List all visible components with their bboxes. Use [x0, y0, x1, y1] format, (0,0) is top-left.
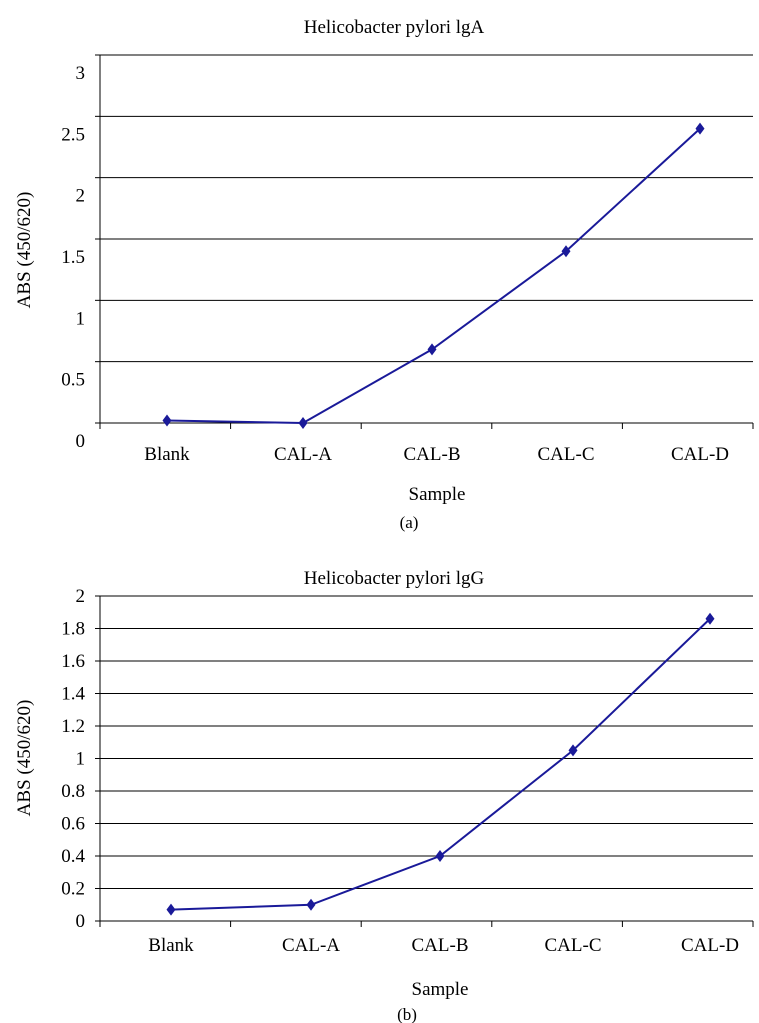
chart-a-x-tick-labels: Blank CAL-A CAL-B CAL-C CAL-D: [144, 444, 729, 465]
x-tick-label: CAL-A: [274, 444, 332, 465]
chart-a: Helicobacter pylori lgA ABS (450/620) 00…: [14, 17, 754, 532]
y-tick-label: 2.5: [61, 124, 85, 145]
chart-b-series: [166, 612, 715, 916]
data-point: [705, 612, 715, 625]
chart-a-series: [162, 122, 705, 429]
y-tick-label: 3: [76, 63, 86, 84]
data-point: [435, 850, 445, 862]
y-tick-label: 0.2: [61, 879, 85, 900]
x-tick-label: CAL-C: [538, 444, 595, 465]
y-tick-label: 1.2: [61, 716, 85, 737]
data-point: [695, 122, 705, 135]
chart-b-axes: [95, 595, 754, 927]
chart-b-gridlines: [100, 595, 753, 889]
chart-a-y-tick-labels: 0 0.5 1 1.5 2 2.5 3: [61, 63, 85, 452]
y-tick-label: 0: [76, 911, 86, 932]
chart-b: Helicobacter pylori lgG ABS (450/620) 00…: [14, 568, 754, 1023]
chart-b-title: Helicobacter pylori lgG: [304, 568, 485, 589]
y-tick-label: 1.5: [61, 247, 85, 268]
x-tick-label: CAL-D: [671, 444, 729, 465]
y-tick-label: 2: [76, 586, 86, 607]
y-tick-label: 1.4: [61, 684, 85, 705]
x-tick-label: CAL-B: [412, 935, 469, 956]
data-point: [298, 417, 308, 429]
data-point: [427, 343, 437, 356]
x-tick-label: CAL-A: [282, 935, 340, 956]
data-point: [166, 903, 176, 916]
y-tick-label: 0: [76, 431, 86, 452]
y-tick-label: 1.6: [61, 651, 85, 672]
data-point: [306, 898, 316, 911]
x-tick-label: CAL-B: [404, 444, 461, 465]
chart-b-caption: (b): [397, 1005, 417, 1023]
y-tick-label: 0.5: [61, 370, 85, 391]
y-tick-label: 1: [76, 308, 86, 329]
y-tick-label: 0.4: [61, 846, 85, 867]
x-tick-label: CAL-D: [681, 935, 739, 956]
x-tick-label: Blank: [148, 935, 194, 956]
chart-a-title: Helicobacter pylori lgA: [304, 17, 485, 38]
data-point: [162, 414, 172, 427]
chart-b-xlabel: Sample: [412, 979, 469, 1000]
y-tick-label: 2: [76, 186, 86, 207]
data-point: [561, 245, 571, 258]
series-line: [166, 127, 701, 425]
chart-a-axes: [95, 54, 754, 429]
chart-b-x-tick-labels: Blank CAL-A CAL-B CAL-C CAL-D: [148, 935, 739, 956]
x-tick-label: Blank: [144, 444, 190, 465]
chart-a-caption: (a): [400, 513, 419, 532]
y-tick-label: 0.6: [61, 814, 85, 835]
chart-b-y-tick-labels: 0 0.2 0.4 0.6 0.8 1 1.2 1.4 1.6 1.8 2: [61, 586, 85, 932]
chart-b-ylabel: ABS (450/620): [14, 700, 35, 817]
data-point: [568, 744, 578, 757]
chart-a-ylabel: ABS (450/620): [14, 192, 35, 309]
chart-a-xlabel: Sample: [409, 484, 466, 505]
series-line: [170, 618, 711, 911]
chart-a-gridlines: [100, 54, 753, 363]
x-tick-label: CAL-C: [545, 935, 602, 956]
y-tick-label: 1: [76, 749, 86, 770]
y-tick-label: 0.8: [61, 781, 85, 802]
y-tick-label: 1.8: [61, 619, 85, 640]
